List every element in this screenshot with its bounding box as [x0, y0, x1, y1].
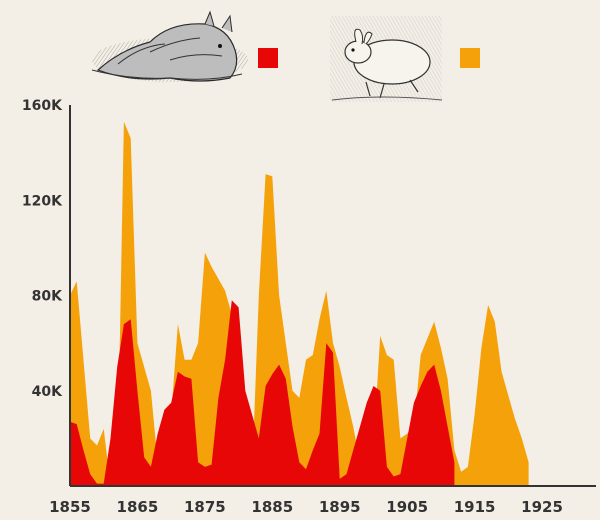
plot-areas	[70, 121, 529, 486]
y-tick-label: 40K	[32, 384, 63, 400]
x-tick-label: 1915	[454, 498, 496, 516]
y-tick-label: 160K	[22, 98, 63, 114]
x-tick-label: 1925	[521, 498, 563, 516]
legend-item-hare	[330, 16, 480, 102]
y-axis-ticks: 40K 80K 120K 160K	[22, 98, 63, 400]
hare-engraving-icon	[330, 16, 443, 102]
legend-swatch-hare	[460, 48, 480, 68]
x-tick-label: 1855	[49, 498, 91, 516]
legend-item-lynx	[91, 10, 278, 82]
x-tick-label: 1875	[184, 498, 226, 516]
x-tick-label: 1895	[319, 498, 361, 516]
x-axis-ticks: 1855 1865 1875 1885 1895 1905 1915 1925	[49, 498, 563, 516]
y-tick-label: 120K	[22, 193, 63, 209]
x-tick-label: 1865	[117, 498, 159, 516]
lynx-engraving-icon	[91, 10, 248, 82]
x-tick-label: 1885	[251, 498, 293, 516]
y-tick-label: 80K	[32, 289, 63, 305]
legend-swatch-lynx	[258, 48, 278, 68]
x-tick-label: 1905	[386, 498, 428, 516]
area-series-lynx	[70, 300, 455, 486]
